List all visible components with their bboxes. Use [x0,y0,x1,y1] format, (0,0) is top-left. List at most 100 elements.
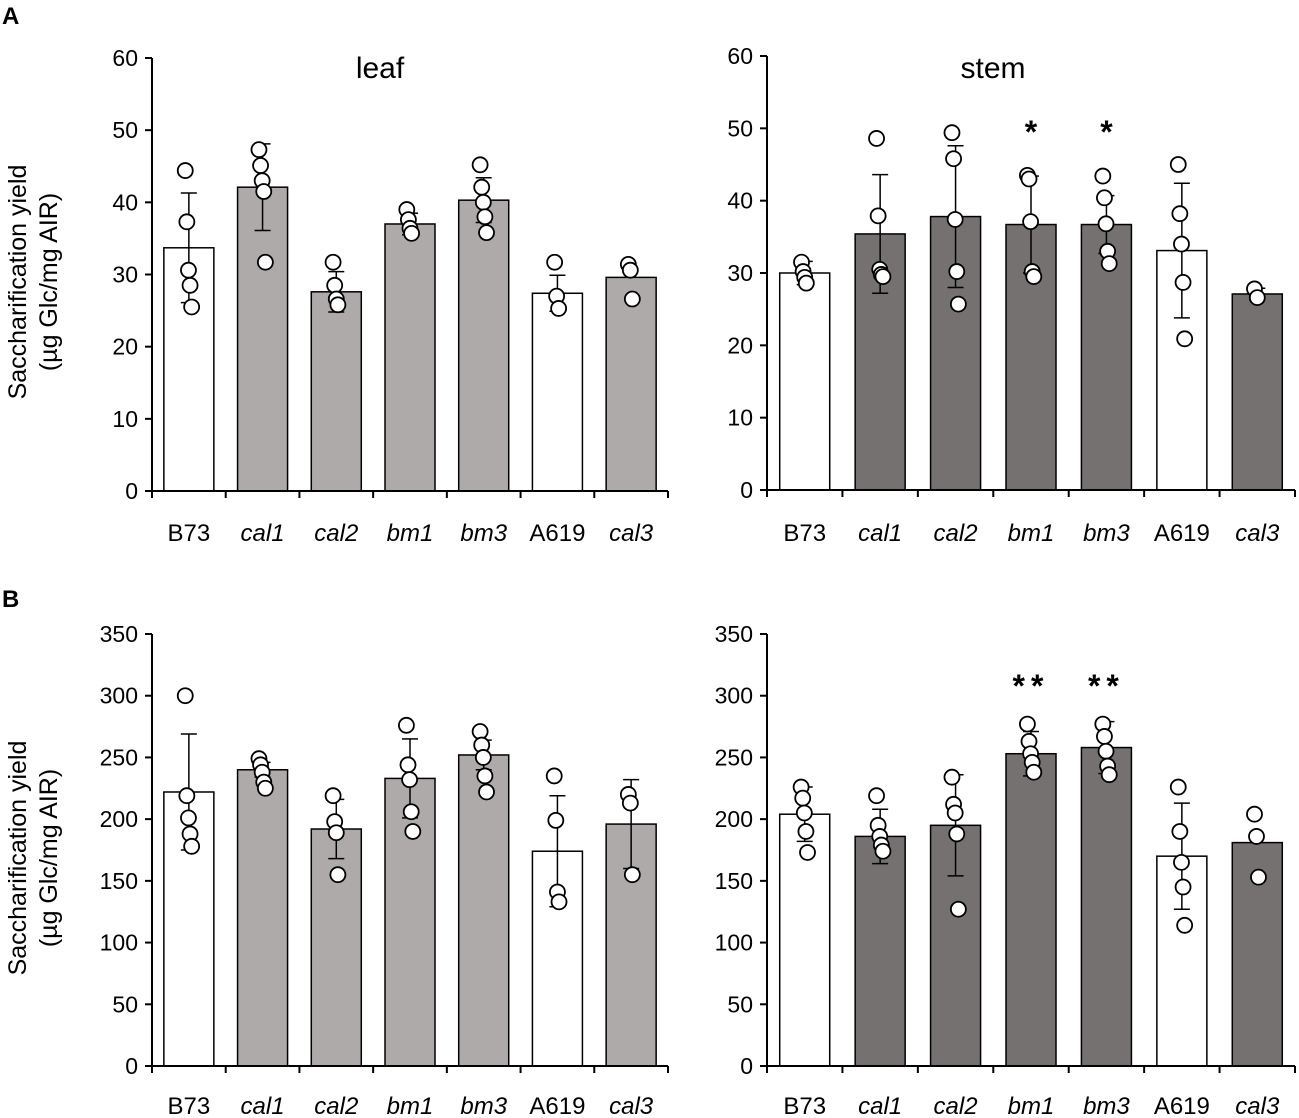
data-point [1176,330,1194,348]
data-point [949,295,967,313]
y-tick-label: 100 [100,930,138,956]
data-point [545,767,563,785]
category-label: bm1 [1008,520,1055,547]
data-point [397,716,415,734]
y-tick-label: 0 [740,1053,753,1079]
y-tick-label: 50 [727,991,753,1017]
y-tick-label: 40 [112,189,138,215]
data-point [181,276,199,294]
data-point [478,224,495,242]
data-point [476,208,494,226]
data-point [1020,170,1038,188]
category-label: cal1 [241,520,285,547]
bar-bm3 [457,199,510,492]
panel-label-b: B [2,586,19,613]
chart-a-stem: stem B73 cal1 cal2 * bm1 * bm3 A619 cal3 0 10 20 30 40… [727,43,1296,547]
data-point [1094,167,1112,185]
data-point [949,900,967,918]
category-label: bm1 [387,520,434,547]
data-point [1096,189,1113,207]
data-point [1096,728,1113,745]
data-point [547,811,565,829]
bar-bm3 [1080,746,1133,1067]
bar-B73 [778,272,831,491]
bar-A619 [531,292,584,492]
y-tick-label: 10 [727,405,753,431]
data-point [401,771,419,789]
y-tick-label: 60 [112,45,138,71]
y-tick-label: 0 [125,478,138,504]
chart-title: leaf [356,52,405,85]
data-point [250,141,268,159]
y-tick-label: 20 [112,334,138,360]
y-tick-label: 200 [100,806,138,832]
data-point [183,837,201,855]
bar-cal1 [236,186,289,492]
category-label: bm3 [460,520,507,547]
data-point [943,124,961,142]
y-tick-label: 350 [100,621,138,647]
data-point [1097,215,1115,233]
data-point [471,156,489,174]
bar-bm1 [384,777,436,1067]
data-point [473,178,491,196]
category-label: A619 [529,520,585,547]
y-tick-label: 30 [112,262,138,288]
data-point [868,130,885,147]
data-point [180,261,197,279]
data-point [327,824,345,842]
y-tick-label: 200 [715,806,753,832]
data-point [329,296,347,314]
data-point [621,794,639,812]
category-label: B73 [783,520,826,547]
bar-cal1 [854,835,906,1067]
data-point [948,263,966,280]
bar-cal2 [310,828,363,1067]
data-point [1176,916,1194,934]
y-tick-label: 60 [727,43,753,69]
y-tick-label: 300 [715,683,753,709]
data-point [176,162,194,179]
category-label: cal2 [934,520,978,547]
category-label: A619 [1154,520,1210,547]
significance-marker: ** [1013,668,1050,704]
data-point [1025,763,1043,781]
category-label: bm1 [1008,1093,1055,1118]
data-point [797,823,815,840]
data-point [1173,235,1190,253]
y-axis-label-a-line2: (µg Glc/mg AIR) [35,193,63,371]
y-axis-label-b-line1: Saccharification yield [4,741,32,976]
bar-cal3 [605,276,657,492]
data-point [797,274,815,292]
data-point [1100,766,1118,784]
data-point [546,253,564,271]
y-axis-label-b-line2: (µg Glc/mg AIR) [35,769,63,947]
y-tick-label: 50 [112,991,138,1017]
data-point [471,723,489,740]
data-point [256,253,274,271]
data-point [1173,853,1190,871]
data-point [399,756,417,774]
data-point [474,749,492,766]
category-label: bm3 [1083,520,1130,547]
data-point [474,193,492,211]
data-point [623,866,641,884]
y-tick-label: 30 [727,260,753,286]
data-point [794,789,812,807]
bar-cal2 [310,291,363,492]
category-label: bm3 [460,1093,507,1118]
data-point [1100,255,1118,272]
y-tick-label: 0 [125,1053,138,1079]
data-point [621,261,639,279]
data-point [948,825,966,843]
y-tick-label: 250 [100,744,138,770]
data-point [623,290,641,308]
category-label: cal1 [858,520,902,547]
data-point [1248,828,1265,845]
data-point [1022,213,1039,231]
y-tick-label: 250 [715,744,753,770]
category-label: A619 [529,1093,585,1118]
chart-b-leaf: B73 cal1 cal2 bm1 bm3 A619 cal3 0 50 100 150 200 250… [100,621,669,1118]
data-point [946,804,964,822]
data-point [1025,268,1043,286]
